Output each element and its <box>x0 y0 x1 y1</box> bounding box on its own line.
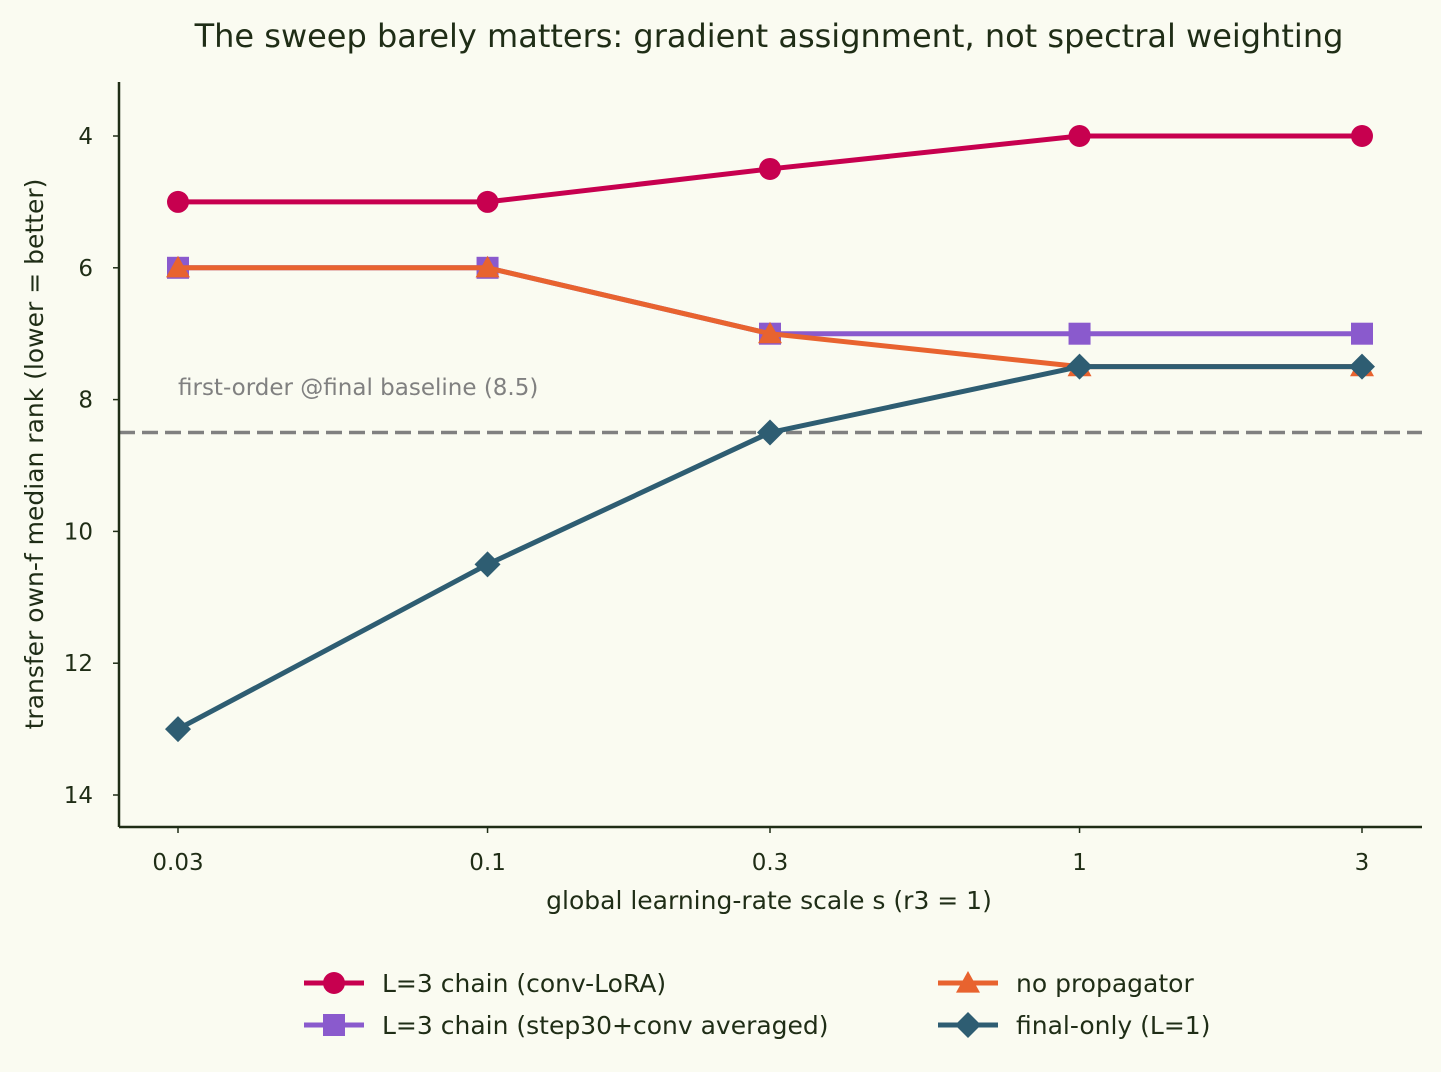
x-tick-label: 0.3 <box>752 850 789 876</box>
y-axis-title: transfer own-f median rank (lower = bett… <box>20 179 49 730</box>
legend-item-2: L=3 chain (step30+conv averaged) <box>304 1011 829 1040</box>
series-2-point <box>1068 322 1091 345</box>
legend-swatch-marker <box>323 972 345 994</box>
legend: L=3 chain (conv-LoRA) L=3 chain (step30+c… <box>304 969 1210 1040</box>
x-tick-labels: 0.03 0.1 0.3 1 3 <box>152 827 1369 876</box>
x-axis-title: global learning-rate scale s (r3 = 1) <box>546 886 992 915</box>
series-4 <box>165 353 1375 743</box>
series-1 <box>167 125 1373 213</box>
legend-item-4: final-only (L=1) <box>938 1011 1210 1040</box>
legend-swatch-marker <box>955 1012 981 1038</box>
series-4-point <box>757 419 783 446</box>
legend-swatch-marker <box>323 1014 345 1036</box>
series-1-point <box>759 157 781 180</box>
x-tick-label: 0.1 <box>469 850 506 876</box>
series-3-point <box>758 321 782 344</box>
series-4-point <box>165 716 191 743</box>
legend-label: L=3 chain (conv-LoRA) <box>382 969 666 998</box>
legend-item-3: no propagator <box>938 969 1194 998</box>
series-1-point <box>1351 125 1373 147</box>
series-4-point <box>1349 353 1375 380</box>
chart-title: The sweep barely matters: gradient assig… <box>194 17 1344 55</box>
series-3-point <box>475 255 500 278</box>
series-4-point <box>474 551 501 578</box>
legend-label: L=3 chain (step30+conv averaged) <box>382 1011 829 1040</box>
legend-label: final-only (L=1) <box>1016 1011 1210 1040</box>
series-1-point <box>1068 125 1091 147</box>
series-3-point <box>166 255 190 278</box>
y-tick-label: 14 <box>64 783 93 809</box>
y-tick-label: 12 <box>64 651 93 677</box>
plot-area: first-order @final baseline (8.5) <box>119 125 1422 743</box>
baseline-label: first-order @final baseline (8.5) <box>178 375 538 401</box>
series-1-point <box>167 190 189 213</box>
x-tick-label: 3 <box>1355 850 1370 876</box>
legend-label: no propagator <box>1016 969 1194 998</box>
legend-swatch-marker <box>956 971 980 993</box>
series-4-point <box>1066 353 1093 380</box>
y-tick-labels: 4 6 8 10 12 14 <box>64 124 119 809</box>
y-tick-label: 8 <box>78 388 93 414</box>
x-tick-label: 0.03 <box>152 850 203 876</box>
y-tick-label: 10 <box>64 519 93 545</box>
x-tick-label: 1 <box>1072 850 1087 876</box>
y-tick-label: 6 <box>78 256 93 282</box>
series-2-point <box>1351 322 1373 345</box>
series-1-point <box>476 190 499 213</box>
y-tick-label: 4 <box>78 124 93 150</box>
legend-item-1: L=3 chain (conv-LoRA) <box>304 969 666 998</box>
